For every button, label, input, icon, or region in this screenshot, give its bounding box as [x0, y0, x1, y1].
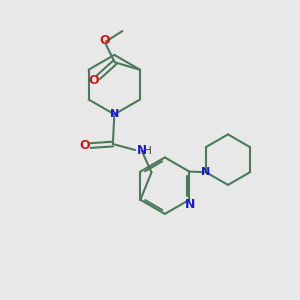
Text: N: N — [137, 144, 147, 157]
Text: N: N — [185, 198, 195, 211]
Text: N: N — [201, 167, 211, 177]
Text: O: O — [79, 139, 90, 152]
Text: O: O — [89, 74, 99, 87]
Text: N: N — [110, 109, 119, 119]
Text: H: H — [144, 146, 152, 156]
Text: O: O — [99, 34, 110, 47]
